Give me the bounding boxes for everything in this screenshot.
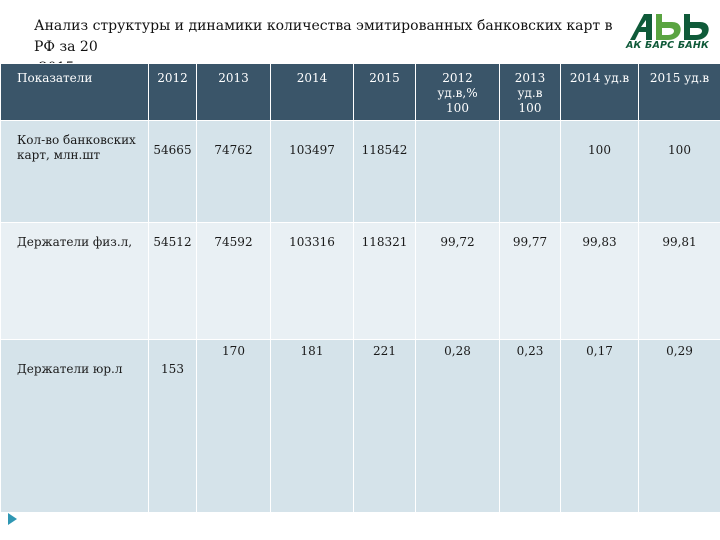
- header-2012-share: 2012 уд.в,% 100: [415, 63, 500, 121]
- header-2014: 2014: [270, 63, 354, 121]
- table-cell: 54665: [148, 120, 197, 223]
- table-cell: 99,72: [415, 222, 500, 340]
- header-2013: 2013: [196, 63, 271, 121]
- row-label: Держатели физ.л,: [0, 222, 149, 340]
- table-cell: 118542: [353, 120, 416, 223]
- header-2013-share: 2013 уд.в 100: [499, 63, 561, 121]
- table-header-row: Показатели 2012 2013 2014 2015 2012 уд.в…: [0, 63, 720, 121]
- table-cell: 74592: [196, 222, 271, 340]
- table-cell: 153: [148, 339, 197, 513]
- table-cell: 100: [638, 120, 720, 223]
- table-cell: 0,23: [499, 339, 561, 513]
- table-cell: 99,77: [499, 222, 561, 340]
- table-cell: 103316: [270, 222, 354, 340]
- table-row: Держатели физ.л, 54512 74592 103316 1183…: [0, 222, 720, 340]
- table-cell: 170: [196, 339, 271, 513]
- cards-table: Показатели 2012 2013 2014 2015 2012 уд.в…: [0, 63, 720, 513]
- table-cell: [415, 120, 500, 223]
- logo-caption: АК БАРС БАНК: [626, 40, 709, 51]
- table-cell: 99,83: [560, 222, 639, 340]
- header-2012-share-unit: уд.в,%: [437, 86, 478, 100]
- data-table-container: Показатели 2012 2013 2014 2015 2012 уд.в…: [0, 63, 720, 513]
- header-2013-share-total: 100: [518, 101, 542, 115]
- table-row: Кол-во банковских карт, млн.шт 54665 747…: [0, 120, 720, 223]
- row-label: Держатели юр.л: [0, 339, 149, 513]
- header-2013-share-unit: уд.в: [517, 86, 543, 100]
- table-cell: 74762: [196, 120, 271, 223]
- table-row: Держатели юр.л 153 170 181 221 0,28 0,23…: [0, 339, 720, 513]
- header-2015: 2015: [353, 63, 416, 121]
- table-cell: 100: [560, 120, 639, 223]
- table-cell: 99,81: [638, 222, 720, 340]
- table-cell: 54512: [148, 222, 197, 340]
- table-cell: 0,28: [415, 339, 500, 513]
- table-cell: 181: [270, 339, 354, 513]
- bullet-arrow-icon: [8, 513, 17, 525]
- header-2012: 2012: [148, 63, 197, 121]
- table-cell: 0,29: [638, 339, 720, 513]
- table-cell: 103497: [270, 120, 354, 223]
- header-2012-share-year: 2012: [442, 71, 473, 85]
- header-2013-share-year: 2013: [514, 71, 546, 85]
- header-indicator: Показатели: [0, 63, 149, 121]
- header-2015-share: 2015 уд.в: [638, 63, 720, 121]
- table-cell: 221: [353, 339, 416, 513]
- table-cell: 118321: [353, 222, 416, 340]
- row-label: Кол-во банковских карт, млн.шт: [0, 120, 149, 223]
- table-cell: [499, 120, 561, 223]
- table-cell: 0,17: [560, 339, 639, 513]
- header-2014-share: 2014 уд.в: [560, 63, 639, 121]
- ak-bars-logo-icon: [630, 14, 709, 40]
- header-2012-share-total: 100: [446, 101, 469, 115]
- title-line-1: Анализ структуры и динамики количества э…: [34, 18, 613, 55]
